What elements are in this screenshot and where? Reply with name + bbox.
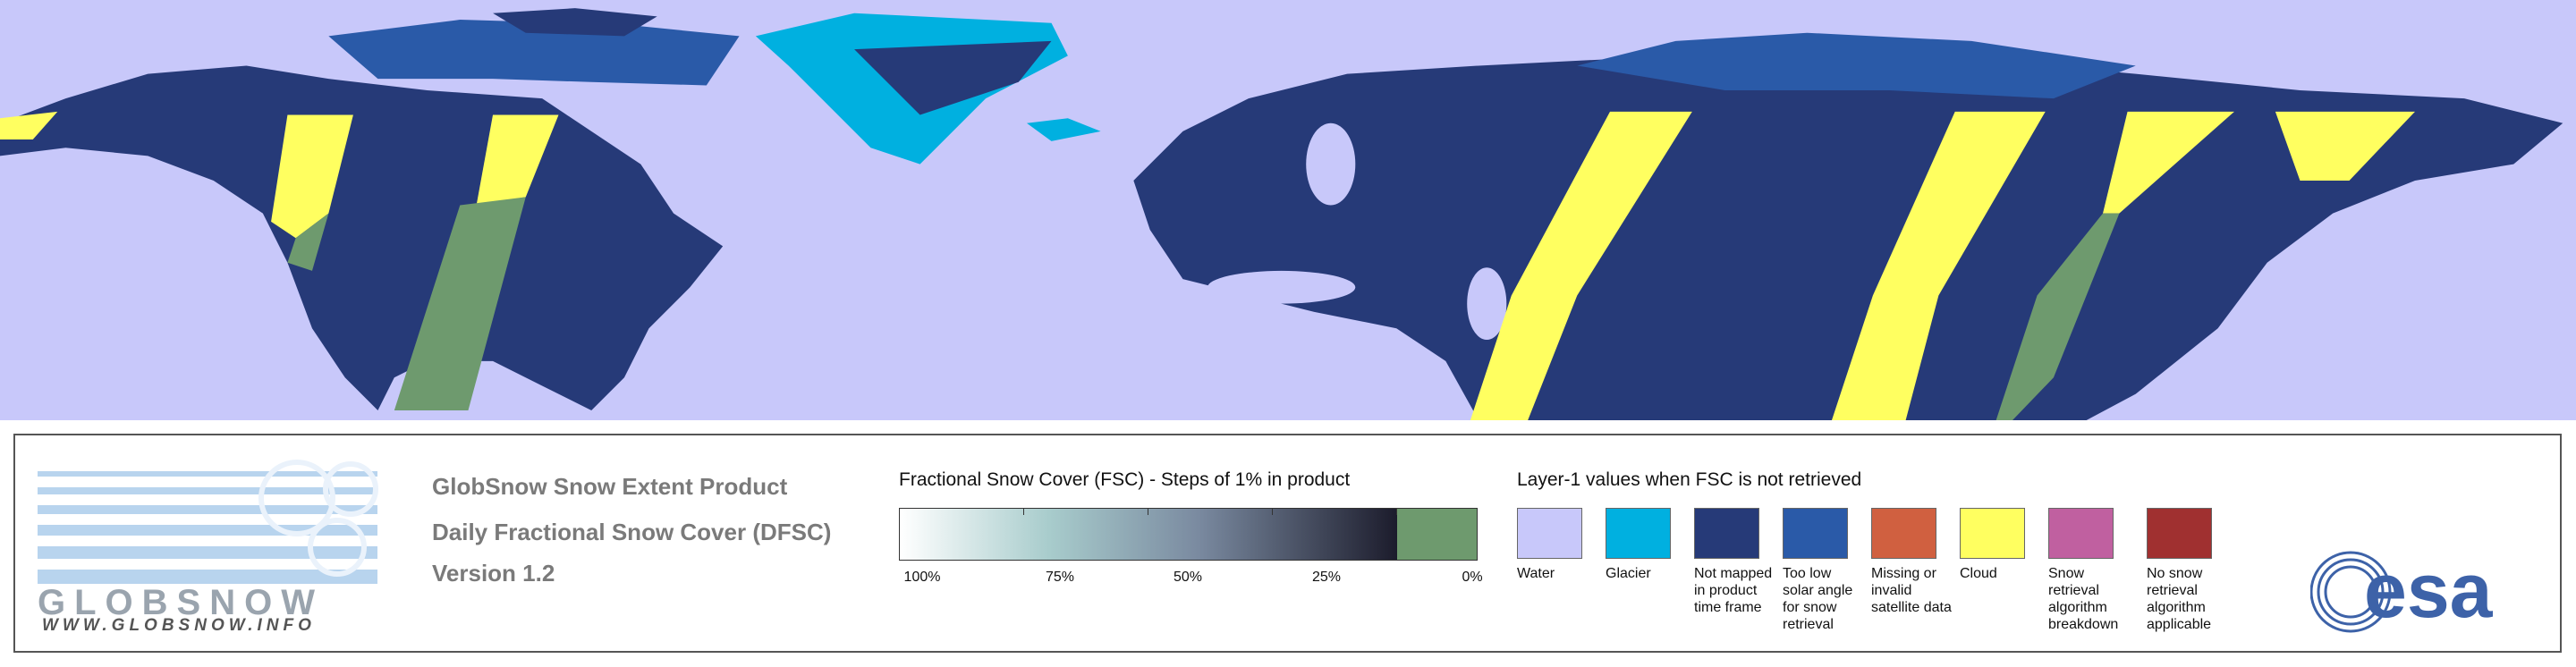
fsc-tick-label: 50%	[1173, 570, 1203, 585]
legend-swatch	[1871, 508, 1936, 559]
product-version: Version 1.2	[432, 560, 555, 587]
legend-label: Glacier	[1606, 566, 1651, 581]
legend-swatch	[1960, 508, 2025, 559]
legend-label: Missing or invalid satellite data	[1871, 566, 1952, 615]
logo-url: WWW.GLOBSNOW.INFO	[42, 616, 316, 635]
legend-label: Cloud	[1960, 566, 1997, 581]
product-title: GlobSnow Snow Extent Product	[432, 473, 788, 500]
legend-swatch	[1517, 508, 1582, 559]
legend-swatch	[1694, 508, 1759, 559]
fsc-tick-label: 75%	[1045, 570, 1075, 585]
legend-label: Snow retrieval algorithm breakdown	[2048, 566, 2119, 632]
esa-logo: esa	[2310, 548, 2494, 634]
fsc-tick-mark	[1272, 508, 1274, 515]
fsc-colorbar	[899, 508, 1478, 561]
snow-map	[0, 0, 2576, 420]
legend-swatch	[2147, 508, 2212, 559]
product-subtitle: Daily Fractional Snow Cover (DFSC)	[432, 519, 832, 545]
fsc-tick-label: 100%	[903, 570, 941, 585]
fsc-tick-label: 25%	[1311, 570, 1342, 585]
legend-label: No snow retrieval algorithm applicable	[2147, 566, 2212, 632]
legend-panel: GLOBSNOW WWW.GLOBSNOW.INFO GlobSnow Snow…	[13, 434, 2562, 653]
logo-name: GLOBSNOW	[38, 583, 324, 622]
fsc-tick-mark	[1396, 508, 1398, 515]
legend-label: Water	[1517, 566, 1555, 581]
esa-text: esa	[2364, 548, 2494, 634]
globsnow-logo: GLOBSNOW WWW.GLOBSNOW.INFO	[38, 460, 378, 635]
fsc-tick-label: 0%	[1462, 570, 1483, 585]
fsc-title: Fractional Snow Cover (FSC) - Steps of 1…	[899, 469, 1351, 490]
fsc-tick-mark	[1023, 508, 1025, 515]
legend-label: Too low solar angle for snow retrieval	[1783, 566, 1853, 632]
legend-label: Not mapped in product time frame	[1694, 566, 1773, 615]
layer1-title: Layer-1 values when FSC is not retrieved	[1517, 469, 1862, 490]
legend-swatch	[1783, 508, 1848, 559]
legend-swatch	[1606, 508, 1671, 559]
legend-swatch	[2048, 508, 2114, 559]
